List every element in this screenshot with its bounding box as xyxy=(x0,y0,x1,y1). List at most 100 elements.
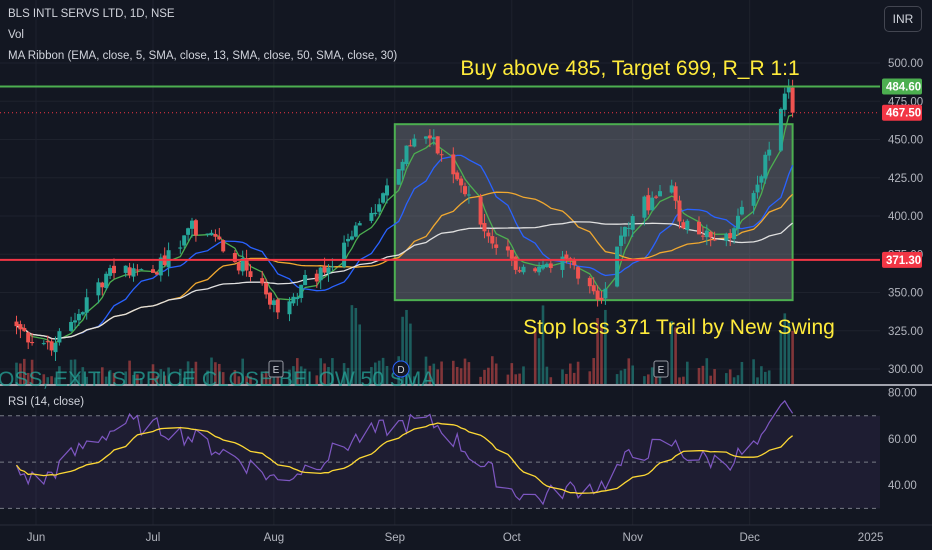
volume-bar xyxy=(151,364,155,384)
volume-bar xyxy=(510,363,514,384)
time-tick: Jun xyxy=(27,532,46,544)
candle-body xyxy=(193,220,198,236)
candle-body xyxy=(439,154,444,156)
candle-body xyxy=(459,178,464,186)
candle-body xyxy=(431,137,436,140)
candle-body xyxy=(646,195,651,211)
volume-bar xyxy=(237,376,241,384)
candle-body xyxy=(22,328,27,332)
volume-bar xyxy=(327,367,330,384)
consolidation-box xyxy=(393,123,794,302)
volume-bar xyxy=(494,363,498,384)
candle-body xyxy=(104,273,109,288)
svg-text:D: D xyxy=(397,365,404,376)
candle-body xyxy=(96,282,101,296)
volume-bar xyxy=(245,376,248,384)
currency-button[interactable]: INR xyxy=(884,6,922,32)
candle-body xyxy=(466,194,471,196)
candle-body xyxy=(404,145,409,165)
candle-body xyxy=(685,220,690,230)
volume-bar xyxy=(549,377,553,384)
candle-body xyxy=(260,278,265,284)
price-label: 467.50 xyxy=(886,108,921,120)
volume-bar xyxy=(467,362,471,384)
volume-bar xyxy=(647,374,650,384)
earnings-marker-2[interactable]: E xyxy=(653,360,669,378)
volume-bar xyxy=(518,373,521,384)
volume-bar xyxy=(381,357,385,384)
volume-bar xyxy=(686,361,689,384)
stoploss-annotation: Stop loss 371 Trail by New Swing xyxy=(523,316,835,339)
earnings-marker[interactable]: E xyxy=(268,360,284,378)
volume-bar xyxy=(19,363,22,384)
time-tick: Oct xyxy=(503,532,522,544)
candle-body xyxy=(14,321,19,327)
candle-body xyxy=(166,250,171,268)
candle-body xyxy=(732,228,737,240)
candle-body xyxy=(435,136,440,154)
volume-bar xyxy=(533,327,537,384)
candle-body xyxy=(57,331,62,343)
candle-body xyxy=(80,312,85,315)
candle-body xyxy=(221,240,226,252)
volume-bar xyxy=(756,377,759,384)
volume-bar xyxy=(600,325,603,384)
volume-bar xyxy=(491,356,494,384)
candle-body xyxy=(112,265,116,274)
candle-body xyxy=(673,186,678,201)
candle-body xyxy=(326,267,331,274)
candle-body xyxy=(26,332,31,343)
candle-body xyxy=(353,225,358,237)
candle-body xyxy=(576,267,581,279)
candlesticks xyxy=(14,79,795,361)
volume-bar xyxy=(650,367,654,384)
candle-body xyxy=(377,204,382,212)
volume-bar xyxy=(194,361,198,384)
volume-bar xyxy=(705,358,709,384)
volume-bar xyxy=(218,363,221,384)
volume-bar xyxy=(163,375,166,384)
candle-body xyxy=(669,185,674,193)
volume-bar xyxy=(42,374,46,384)
candle-body xyxy=(548,263,553,269)
volume-bar xyxy=(299,366,303,384)
candle-body xyxy=(778,108,783,151)
volume-bar xyxy=(643,376,646,384)
volume-bar xyxy=(50,376,53,384)
volume-bar xyxy=(46,377,49,384)
time-tick: Jul xyxy=(146,532,161,544)
candle-body xyxy=(264,282,269,295)
candle-body xyxy=(236,262,241,271)
volume-bar xyxy=(350,305,354,384)
volume-bar xyxy=(452,360,455,384)
candle-body xyxy=(751,193,756,206)
volume-bar xyxy=(455,366,459,384)
candle-body xyxy=(69,321,74,331)
candle-body xyxy=(451,154,456,175)
volume-bar xyxy=(565,373,568,384)
volume-bar xyxy=(104,376,108,384)
volume-bar xyxy=(736,375,740,384)
volume-bar xyxy=(588,371,592,384)
candle-body xyxy=(630,216,635,230)
volume-bar xyxy=(678,377,681,384)
volume-bar xyxy=(214,362,217,384)
volume-bar xyxy=(623,368,627,384)
candle-body xyxy=(572,259,577,266)
volume-bar xyxy=(97,371,100,384)
volume-bar xyxy=(627,358,631,384)
rsi-pane: 40.00 60.00 80.00 xyxy=(0,388,917,509)
candle-body xyxy=(486,232,491,237)
candle-body xyxy=(790,87,795,113)
volume-bar xyxy=(487,367,490,384)
candle-body xyxy=(299,284,304,298)
candle-body xyxy=(127,267,132,276)
price-tick: 325.00 xyxy=(888,326,923,338)
dividend-marker[interactable]: D xyxy=(392,360,410,378)
candle-body xyxy=(482,223,487,232)
volume-bar xyxy=(186,361,190,384)
candle-body xyxy=(463,186,467,195)
range-box xyxy=(393,123,794,302)
